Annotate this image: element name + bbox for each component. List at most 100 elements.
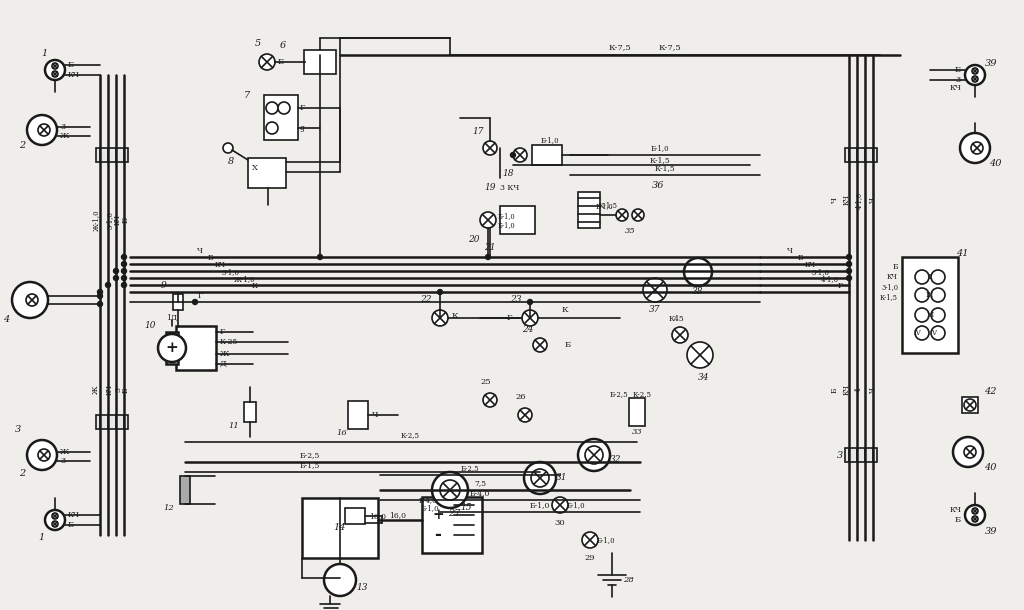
Text: Ж-1,0: Ж-1,0: [234, 275, 256, 283]
Circle shape: [440, 480, 460, 500]
Text: 33: 33: [632, 428, 642, 436]
Circle shape: [931, 270, 945, 284]
Circle shape: [965, 65, 985, 85]
Circle shape: [114, 268, 119, 273]
Text: 25: 25: [480, 378, 492, 386]
Text: 31: 31: [556, 473, 567, 483]
Circle shape: [964, 399, 976, 411]
Text: 1: 1: [38, 534, 44, 542]
Text: Б-1,0: Б-1,0: [650, 144, 670, 152]
Text: 7,5: 7,5: [474, 479, 486, 487]
Text: Ж: Ж: [60, 448, 70, 456]
Circle shape: [524, 462, 556, 494]
Text: 20: 20: [468, 235, 480, 245]
Circle shape: [847, 276, 852, 281]
Text: 5: 5: [255, 40, 261, 49]
Circle shape: [158, 334, 186, 362]
Circle shape: [38, 124, 50, 136]
Circle shape: [38, 449, 50, 461]
Text: 13: 13: [356, 584, 368, 592]
Bar: [532, 145, 562, 165]
Circle shape: [513, 148, 527, 162]
Text: 8: 8: [227, 157, 234, 167]
Circle shape: [965, 505, 985, 525]
Text: 4: 4: [855, 387, 863, 392]
Bar: [248, 158, 286, 188]
Text: К: К: [252, 282, 258, 290]
Bar: [173, 294, 183, 310]
Text: Ч: Ч: [787, 247, 793, 255]
Text: 18: 18: [502, 168, 514, 178]
Text: К-1,5: К-1,5: [654, 164, 676, 172]
Text: IV: IV: [914, 329, 922, 337]
Text: 30: 30: [555, 519, 565, 527]
Circle shape: [122, 262, 127, 267]
Bar: [166, 332, 178, 364]
Circle shape: [52, 63, 58, 69]
Text: К-1,5: К-1,5: [649, 156, 671, 164]
Text: II: II: [928, 273, 933, 281]
Text: 9: 9: [161, 281, 167, 290]
Text: 3: 3: [114, 387, 122, 392]
Text: Б: Б: [892, 263, 898, 271]
Circle shape: [972, 508, 978, 514]
Circle shape: [223, 143, 233, 153]
Text: Г: Г: [507, 314, 512, 322]
Text: Б-2,5: Б-2,5: [609, 390, 629, 398]
Text: КЧ: КЧ: [68, 71, 80, 79]
Text: КЧ: КЧ: [215, 261, 225, 269]
Circle shape: [931, 326, 945, 340]
Bar: [845, 148, 877, 162]
Circle shape: [616, 209, 628, 221]
Text: К-2,5: К-2,5: [400, 431, 420, 439]
Text: Б: Б: [798, 254, 803, 262]
Text: Ч: Ч: [869, 197, 877, 203]
Text: 1: 1: [41, 49, 47, 59]
Text: Б-4,0: Б-4,0: [419, 496, 437, 504]
Bar: [302, 498, 378, 558]
Circle shape: [972, 76, 978, 82]
Bar: [345, 508, 365, 524]
Text: 27: 27: [447, 509, 460, 518]
Circle shape: [915, 326, 929, 340]
Text: К-1,5: К-1,5: [880, 293, 898, 301]
Text: Б-1,0: Б-1,0: [595, 202, 612, 210]
Bar: [176, 326, 216, 370]
Circle shape: [578, 439, 610, 471]
Text: Б-1,0: Б-1,0: [529, 501, 550, 509]
Circle shape: [511, 152, 515, 157]
Circle shape: [114, 276, 119, 281]
Text: 34: 34: [698, 373, 710, 381]
Text: 1Д: 1Д: [167, 314, 177, 322]
Circle shape: [480, 212, 496, 228]
Text: Х: Х: [252, 164, 258, 172]
Bar: [845, 448, 877, 462]
Circle shape: [432, 310, 449, 326]
Circle shape: [953, 437, 983, 467]
Text: КЧ: КЧ: [106, 384, 114, 395]
Text: 41: 41: [955, 248, 969, 257]
Circle shape: [552, 497, 568, 513]
Text: Б: Б: [278, 58, 284, 66]
Text: КЧ: КЧ: [843, 195, 851, 206]
Bar: [629, 398, 645, 426]
Text: Б-1,0: Б-1,0: [421, 504, 439, 512]
Bar: [500, 206, 535, 234]
Text: 32: 32: [610, 456, 622, 464]
Bar: [96, 415, 128, 429]
Text: КЧ: КЧ: [949, 506, 961, 514]
Circle shape: [672, 327, 688, 343]
Text: К-7,5: К-7,5: [608, 43, 632, 51]
Circle shape: [847, 262, 852, 267]
Circle shape: [684, 258, 712, 286]
Text: К: К: [562, 306, 568, 314]
Text: 16,0: 16,0: [370, 512, 386, 520]
Text: Ч: Ч: [372, 411, 379, 419]
Text: Б: Б: [207, 254, 213, 262]
Circle shape: [915, 308, 929, 322]
Bar: [244, 402, 256, 422]
Text: Б: Б: [122, 387, 130, 393]
Circle shape: [643, 278, 667, 302]
Text: 4-1,0: 4-1,0: [855, 192, 863, 209]
Text: 2: 2: [18, 468, 26, 478]
